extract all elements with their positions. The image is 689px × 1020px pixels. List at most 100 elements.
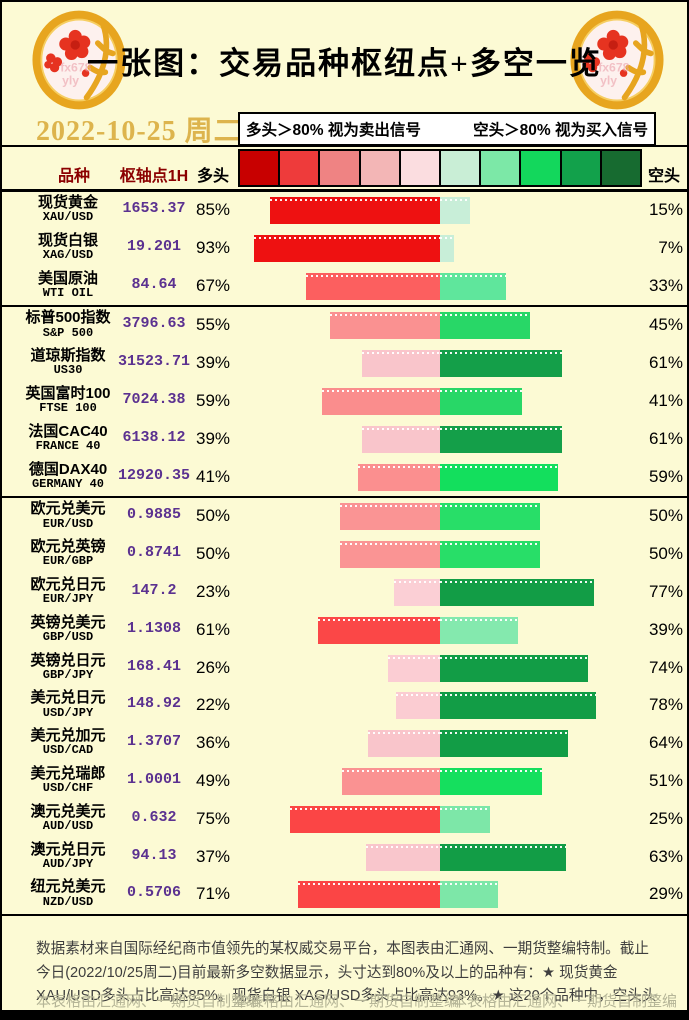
- short-bar: [440, 805, 490, 833]
- pivot-value: 0.8741: [126, 544, 181, 562]
- short-bar: [440, 425, 562, 453]
- pivot-value: 1.0001: [126, 770, 181, 788]
- short-bar: [440, 197, 470, 224]
- short-percent: 64%: [648, 733, 683, 753]
- table-header: 品种 枢轴点1H 多头 空头: [2, 145, 687, 192]
- table-section: 现货黄金 XAU/USD 1653.37 85% 15% 现货白银 XAG/USD 19.20…: [2, 192, 687, 308]
- medal-watermark-text: yly: [600, 73, 617, 87]
- instrument-name-cell: 纽元兑美元 NZD/USD: [8, 878, 128, 909]
- instrument-name-cell: 现货黄金 XAU/USD: [8, 194, 128, 225]
- long-percent: 50%: [195, 506, 231, 526]
- instrument-name-cell: 道琼斯指数 US30: [8, 347, 128, 378]
- instrument-name: 欧元兑美元: [30, 500, 106, 518]
- medal-watermark-text: fx678: [598, 60, 629, 74]
- short-percent: 39%: [648, 619, 683, 639]
- long-percent: 23%: [195, 581, 231, 601]
- long-bar: [298, 881, 440, 909]
- pivot-value: 0.9885: [126, 506, 181, 524]
- long-short-bar: [240, 843, 640, 871]
- short-percent: 45%: [648, 315, 683, 335]
- short-percent: 51%: [648, 770, 683, 790]
- long-percent: 36%: [195, 733, 231, 753]
- long-bar: [290, 805, 440, 833]
- instrument-name: 美元兑加元: [30, 727, 106, 745]
- pivot-value: 1.1308: [126, 619, 181, 637]
- long-short-bar: [240, 234, 640, 262]
- instrument-name-cell: 欧元兑英镑 EUR/GBP: [8, 538, 128, 569]
- instrument-row: 英国富时100 FTSE 100 7024.38 59% 41%: [2, 383, 687, 421]
- instrument-name: 英镑兑日元: [30, 651, 106, 669]
- pivot-value: 7024.38: [122, 390, 186, 408]
- long-short-bar: [240, 654, 640, 682]
- instrument-code: XAG/USD: [42, 248, 94, 263]
- long-bar: [394, 578, 440, 606]
- pivot-value: 19.201: [126, 237, 181, 255]
- instrument-code: WTI OIL: [42, 285, 94, 300]
- short-bar: [440, 692, 596, 720]
- footer-watermark: 本表格由汇通网、一期货自制整编: [233, 993, 460, 1010]
- instrument-code: XAU/USD: [42, 210, 94, 225]
- legend-swatch: [280, 151, 321, 185]
- long-bar: [362, 425, 440, 453]
- instrument-row: 欧元兑日元 EUR/JPY 147.2 23% 77%: [2, 574, 687, 612]
- long-bar: [358, 463, 440, 491]
- long-short-bar: [240, 805, 640, 833]
- rows-area: 现货黄金 XAU/USD 1653.37 85% 15% 现货白银 XAG/USD 19.20…: [2, 192, 687, 914]
- instrument-row: 英镑兑美元 GBP/USD 1.1308 61% 39%: [2, 612, 687, 650]
- short-bar: [440, 843, 566, 871]
- short-bar: [440, 578, 594, 606]
- instrument-code: EUR/JPY: [42, 592, 94, 607]
- legend-swatch: [240, 151, 281, 185]
- gold-medal-icon: fx678 yly: [570, 10, 664, 110]
- short-bar: [440, 272, 506, 300]
- instrument-name-cell: 欧元兑美元 EUR/USD: [8, 500, 128, 531]
- long-bar: [306, 272, 440, 300]
- instrument-row: 标普500指数 S&P 500 3796.63 55% 45%: [2, 307, 687, 345]
- instrument-code: AUD/USD: [42, 819, 94, 833]
- instrument-row: 澳元兑日元 AUD/JPY 94.13 37% 63%: [2, 839, 687, 877]
- short-bar: [440, 350, 562, 378]
- long-percent: 59%: [195, 390, 231, 410]
- footer-watermark: 本表格由汇通网、一期货自制整编: [36, 993, 262, 1010]
- instrument-row: 法国CAC40 FRANCE 40 6138.12 39% 61%: [2, 421, 687, 459]
- pivot-value: 147.2: [131, 581, 177, 599]
- instrument-name-cell: 美元兑日元 USD/JPY: [8, 689, 128, 720]
- long-percent: 39%: [195, 428, 231, 448]
- short-bar: [440, 387, 522, 415]
- long-bar: [342, 767, 440, 795]
- instrument-code: USD/CAD: [42, 743, 94, 758]
- instrument-name: 英镑兑美元: [30, 613, 106, 631]
- instrument-row: 美元兑瑞郎 USD/CHF 1.0001 49% 51%: [2, 763, 687, 801]
- long-percent: 41%: [195, 466, 231, 486]
- pivot-value: 6138.12: [122, 428, 186, 446]
- long-percent: 26%: [195, 657, 231, 677]
- long-percent: 39%: [195, 353, 231, 373]
- long-percent: 61%: [195, 619, 231, 639]
- long-bar: [388, 654, 440, 682]
- long-bar: [366, 843, 440, 871]
- instrument-name-cell: 德国DAX40 GERMANY 40: [8, 461, 128, 492]
- instrument-code: NZD/USD: [42, 894, 94, 909]
- instrument-name: 标普500指数: [25, 309, 111, 327]
- long-short-bar: [240, 312, 640, 340]
- instrument-name: 美元兑瑞郎: [30, 764, 106, 782]
- instrument-code: S&P 500: [42, 325, 94, 340]
- instrument-name-cell: 英镑兑日元 GBP/JPY: [8, 652, 128, 683]
- legend-swatch: [521, 151, 562, 185]
- instrument-name-cell: 现货白银 XAG/USD: [8, 232, 128, 263]
- long-bar: [340, 541, 440, 569]
- instrument-name-cell: 英镑兑美元 GBP/USD: [8, 614, 128, 645]
- instrument-name-cell: 欧元兑日元 EUR/JPY: [8, 576, 128, 607]
- long-percent: 50%: [195, 544, 231, 564]
- instrument-name-cell: 美国原油 WTI OIL: [8, 270, 128, 301]
- instrument-code: AUD/JPY: [42, 856, 94, 871]
- long-percent: 22%: [195, 695, 231, 715]
- table-section: 标普500指数 S&P 500 3796.63 55% 45% 道琼斯指数 US30 3152…: [2, 307, 687, 499]
- footer-watermark: 本表格由汇通网、一期货自制整编: [451, 993, 677, 1010]
- long-bar: [368, 730, 440, 758]
- instrument-row: 澳元兑美元 AUD/USD 0.632 75% 25%: [2, 801, 687, 839]
- short-percent: 50%: [648, 506, 683, 526]
- long-percent: 75%: [195, 808, 231, 828]
- instrument-row: 美元兑日元 USD/JPY 148.92 22% 78%: [2, 687, 687, 725]
